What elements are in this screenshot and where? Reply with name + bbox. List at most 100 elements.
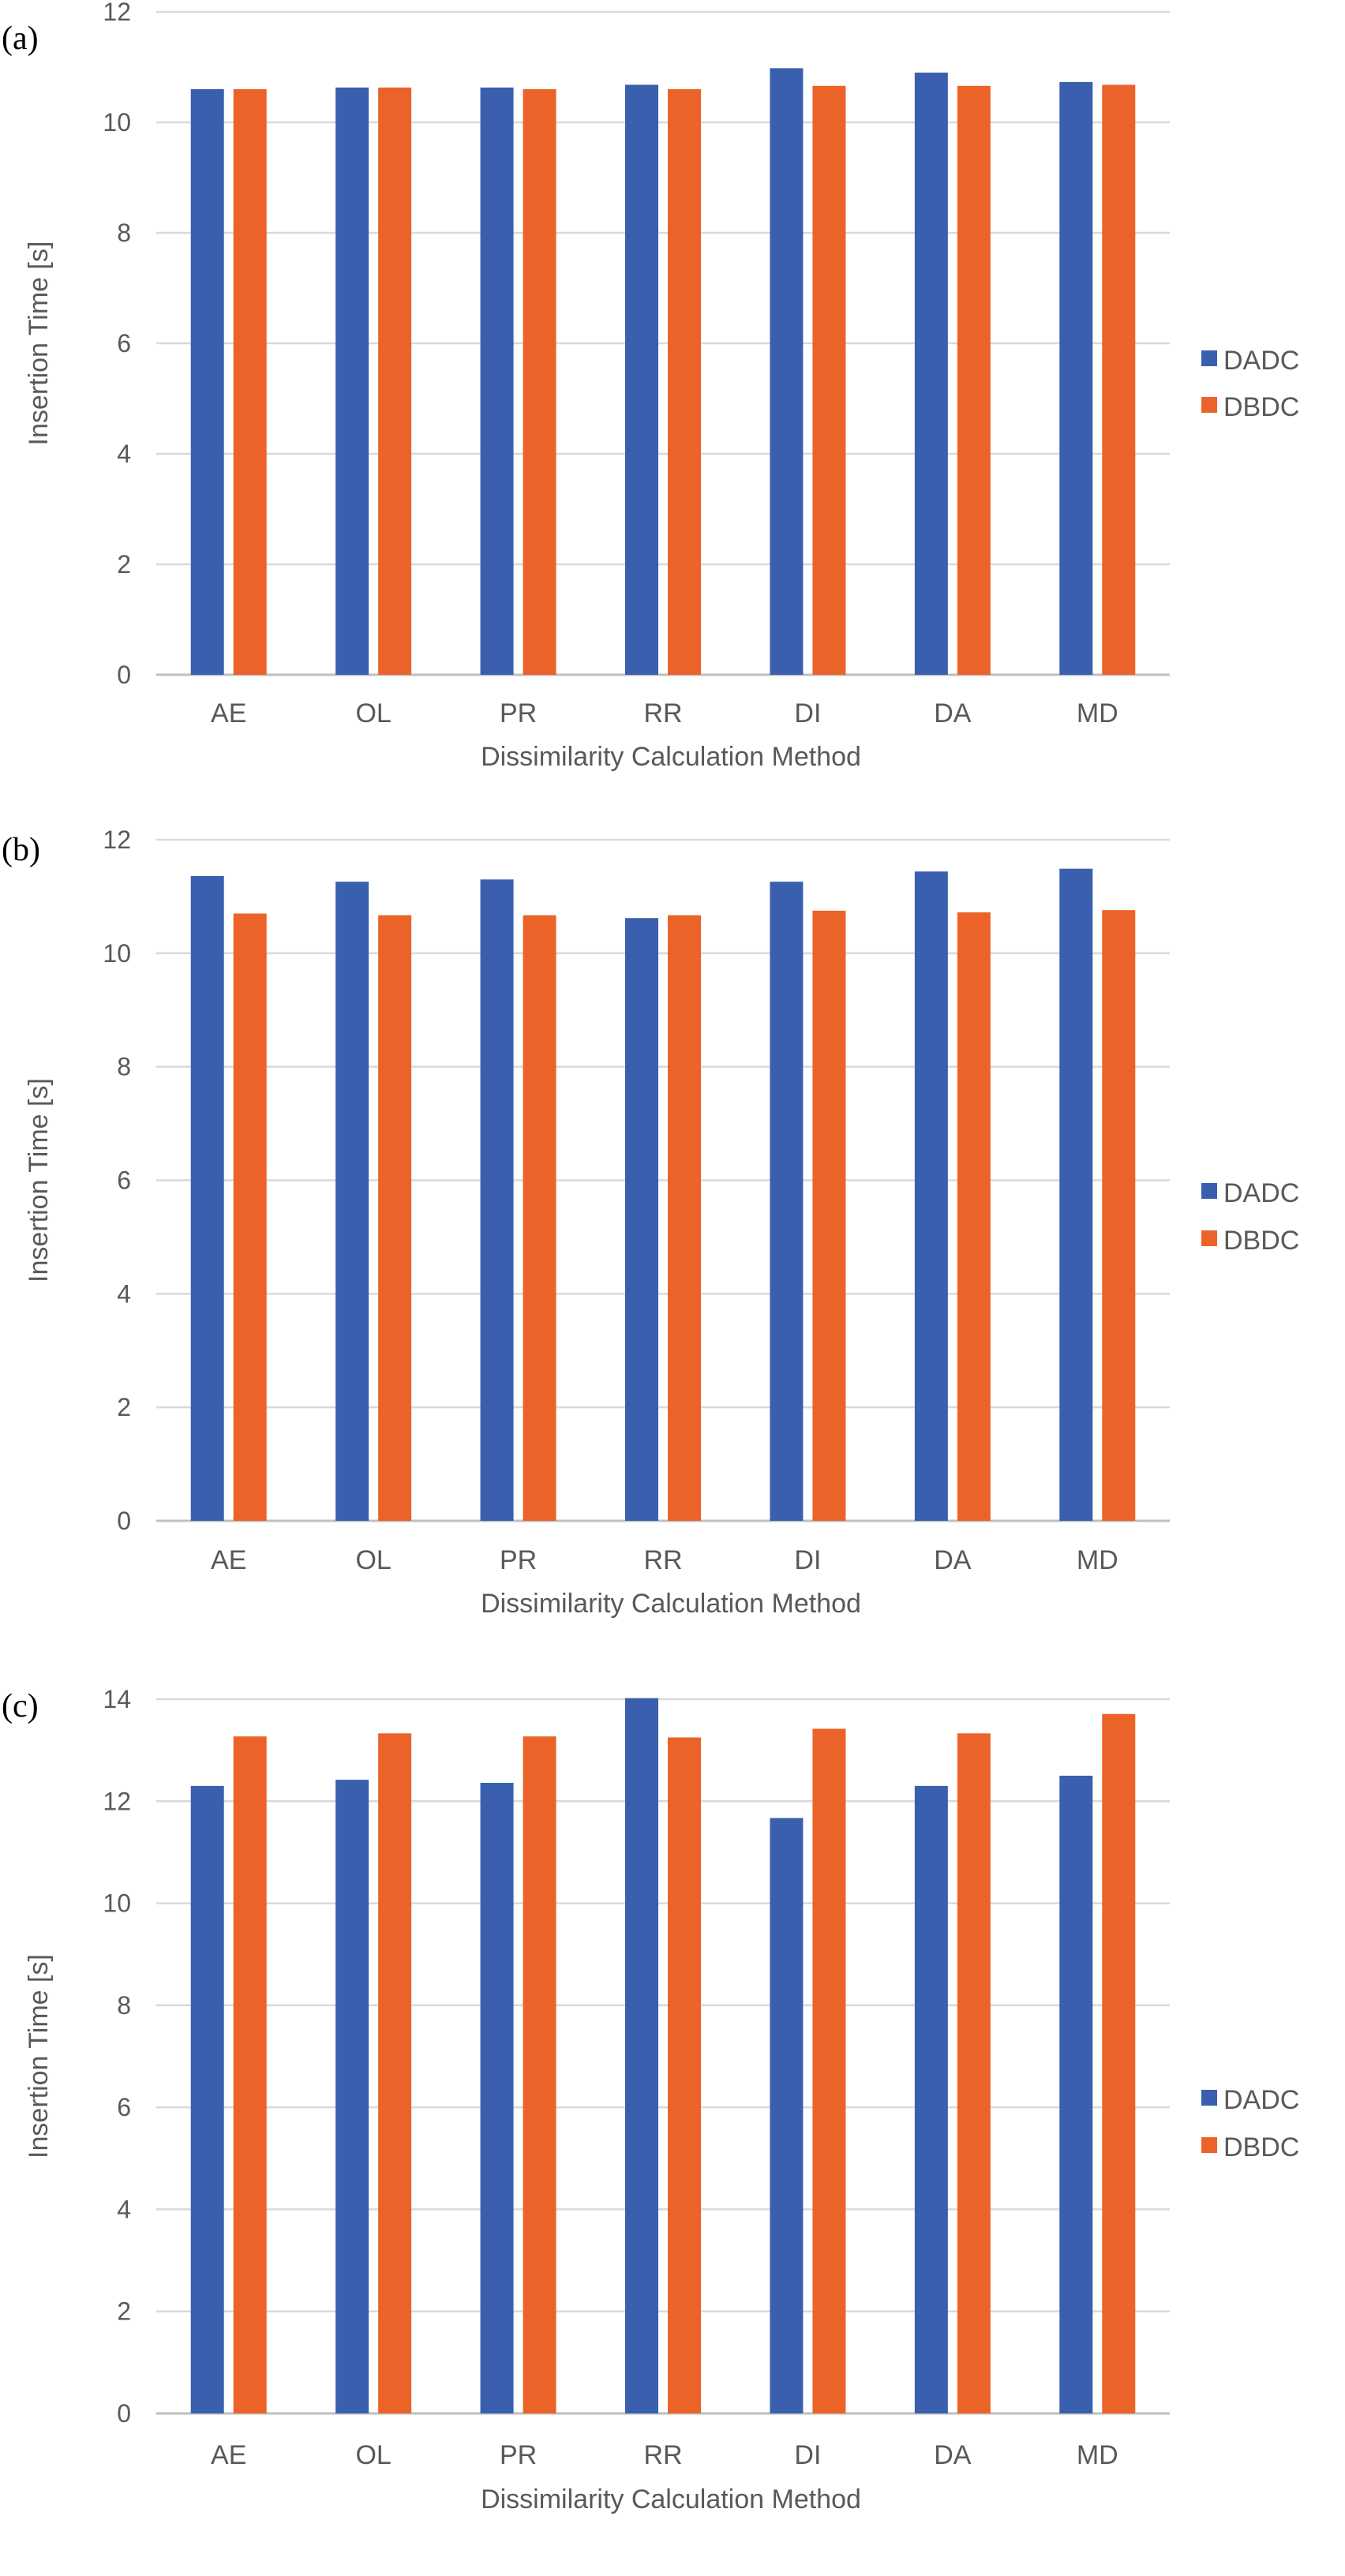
- legend-label-dbdc: DBDC: [1223, 1226, 1299, 1256]
- x-tick-label: RR: [643, 1545, 682, 1575]
- y-tick-label: 14: [103, 1685, 131, 1713]
- legend-label-dbdc: DBDC: [1223, 392, 1299, 422]
- panel-label: (a): [2, 21, 39, 57]
- x-axis-label: Dissimilarity Calculation Method: [481, 742, 861, 772]
- y-tick-label: 10: [103, 108, 131, 137]
- bar-dbdc-md: [1102, 84, 1136, 675]
- bar-dbdc-ol: [378, 1733, 412, 2413]
- legend-label-dadc: DADC: [1223, 346, 1299, 376]
- x-tick-label: OL: [355, 1545, 391, 1575]
- x-tick-label: DA: [934, 698, 972, 728]
- chart-panel-c: (c) 0 2 4 6 8 10 12 14 AE OL PR RR DI DA MD Dissimilarit…: [2, 1685, 1299, 2514]
- bar-dbdc-ol: [378, 915, 412, 1521]
- y-tick-label: 12: [103, 0, 131, 26]
- x-tick-label: PR: [500, 1545, 537, 1575]
- chart-panel-a: (a) 0 2 4 6 8 10 12 AE OL PR RR DI DA MD Dissimilarity …: [2, 0, 1299, 772]
- y-axis-label: Insertion Time [s]: [24, 242, 54, 446]
- y-tick-label: 4: [117, 2195, 131, 2223]
- bar-dadc-di: [770, 68, 804, 675]
- x-tick-label: PR: [500, 2440, 537, 2470]
- y-tick-label: 4: [117, 1279, 131, 1308]
- bar-dadc-da: [914, 871, 948, 1521]
- legend-label-dbdc: DBDC: [1223, 2132, 1299, 2162]
- x-tick-label: OL: [355, 2440, 391, 2470]
- bar-dadc-ae: [190, 1785, 224, 2413]
- x-tick-label: MD: [1077, 2440, 1118, 2470]
- y-tick-label: 12: [103, 1787, 131, 1815]
- x-tick-label: MD: [1077, 698, 1118, 728]
- bar-dbdc-ae: [233, 89, 267, 675]
- x-tick-label: MD: [1077, 1545, 1118, 1575]
- y-tick-label: 2: [117, 1393, 131, 1421]
- y-tick-label: 8: [117, 219, 131, 247]
- bar-dbdc-md: [1102, 1713, 1136, 2413]
- y-tick-label: 2: [117, 2297, 131, 2326]
- bar-dadc-ae: [190, 89, 224, 675]
- bar-dadc-md: [1059, 81, 1093, 675]
- x-axis-label: Dissimilarity Calculation Method: [481, 2484, 861, 2514]
- bar-dbdc-rr: [668, 89, 701, 675]
- bar-dadc-da: [914, 73, 948, 675]
- x-tick-label: DA: [934, 1545, 972, 1575]
- y-tick-label: 0: [117, 661, 131, 689]
- bar-dadc-di: [770, 1818, 804, 2413]
- bar-dadc-pr: [480, 879, 514, 1521]
- legend-label-dadc: DADC: [1223, 2085, 1299, 2115]
- y-tick-label: 0: [117, 1507, 131, 1535]
- bar-dbdc-da: [957, 912, 991, 1521]
- legend-label-dadc: DADC: [1223, 1178, 1299, 1208]
- x-tick-label: OL: [355, 698, 391, 728]
- bar-dbdc-md: [1102, 910, 1136, 1521]
- x-tick-label: PR: [500, 698, 537, 728]
- bar-dadc-rr: [625, 1698, 658, 2413]
- bar-dadc-rr: [625, 84, 658, 675]
- x-tick-label: AE: [211, 1545, 246, 1575]
- x-tick-label: RR: [643, 698, 682, 728]
- bar-dadc-ae: [190, 876, 224, 1521]
- bar-dadc-rr: [625, 918, 658, 1521]
- legend-swatch-dadc: [1201, 1183, 1217, 1199]
- bar-dbdc-pr: [523, 1736, 556, 2413]
- x-tick-label: DI: [794, 2440, 821, 2470]
- y-tick-label: 10: [103, 939, 131, 968]
- bar-dadc-ol: [335, 882, 369, 1521]
- legend-swatch-dbdc: [1201, 397, 1217, 413]
- y-tick-label: 8: [117, 1053, 131, 1081]
- panel-label: (c): [2, 1688, 39, 1724]
- bar-dadc-di: [770, 882, 804, 1521]
- bar-dbdc-pr: [523, 915, 556, 1521]
- bar-dadc-ol: [335, 87, 369, 675]
- legend-swatch-dadc: [1201, 350, 1217, 366]
- x-tick-label: DI: [794, 698, 821, 728]
- legend-swatch-dbdc: [1201, 2137, 1217, 2153]
- bar-dbdc-ol: [378, 87, 412, 675]
- bar-dbdc-ae: [233, 1736, 267, 2413]
- bar-dadc-pr: [480, 1783, 514, 2413]
- bar-dbdc-pr: [523, 89, 556, 675]
- bar-dadc-ol: [335, 1780, 369, 2413]
- x-tick-label: AE: [211, 698, 246, 728]
- x-tick-label: DI: [794, 1545, 821, 1575]
- x-tick-label: DA: [934, 2440, 972, 2470]
- y-axis-label: Insertion Time [s]: [24, 1954, 54, 2159]
- bar-dbdc-ae: [233, 913, 267, 1521]
- x-tick-label: RR: [643, 2440, 682, 2470]
- bar-dadc-da: [914, 1785, 948, 2413]
- legend-swatch-dadc: [1201, 2090, 1217, 2106]
- y-tick-label: 0: [117, 2399, 131, 2428]
- bar-dbdc-di: [812, 910, 846, 1521]
- y-tick-label: 2: [117, 550, 131, 578]
- y-tick-label: 6: [117, 1166, 131, 1195]
- x-tick-label: AE: [211, 2440, 246, 2470]
- bar-dadc-pr: [480, 87, 514, 675]
- bar-dbdc-da: [957, 85, 991, 676]
- bar-dadc-md: [1059, 868, 1093, 1521]
- y-axis-label: Insertion Time [s]: [24, 1078, 54, 1282]
- bar-dbdc-di: [812, 1728, 846, 2413]
- y-tick-label: 4: [117, 440, 131, 468]
- y-tick-label: 10: [103, 1889, 131, 1918]
- x-axis-label: Dissimilarity Calculation Method: [481, 1589, 861, 1619]
- chart-panel-b: (b) 0 2 4 6 8 10 12 AE OL PR RR DI DA MD Dissimilarity …: [2, 826, 1299, 1619]
